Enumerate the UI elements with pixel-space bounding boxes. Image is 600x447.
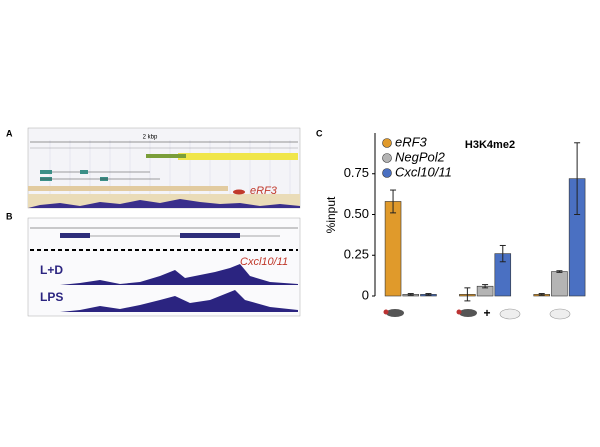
track-label: LPS: [40, 290, 63, 304]
y-tick-label: 0.50: [344, 206, 369, 221]
legend-marker: [382, 138, 392, 148]
panel-label: A: [6, 128, 13, 138]
chart-title: H3K4me2: [465, 139, 515, 151]
y-axis-label: %input: [324, 196, 338, 233]
bar: [551, 271, 568, 297]
genome-browser-b: [27, 217, 301, 317]
legend-label: eRF3: [395, 134, 428, 149]
panel-label: C: [316, 128, 323, 138]
y-tick-label: 0.25: [344, 247, 369, 262]
plus-sign: +: [483, 306, 490, 320]
y-tick-label: 0.75: [344, 165, 369, 180]
legend-label: Cxcl10/11: [395, 164, 452, 179]
x-icons: [383, 308, 571, 320]
legend-marker: [382, 153, 392, 163]
legend-marker: [382, 168, 392, 178]
bar: [384, 201, 402, 297]
scale-label: 2 kbp: [143, 135, 158, 141]
gene-label: Cxcl10/11: [240, 256, 288, 268]
genome-browser-a: [27, 127, 301, 209]
gene-label: eRF3: [250, 185, 278, 197]
panel-label: B: [6, 211, 13, 221]
legend-label: NegPol2: [395, 149, 446, 164]
y-tick-label: 0: [362, 287, 369, 302]
track-label: L+D: [40, 263, 63, 277]
